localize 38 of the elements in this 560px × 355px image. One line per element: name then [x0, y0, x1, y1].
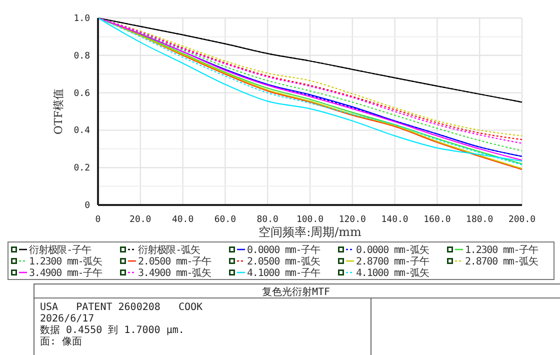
legend-label: 2.0500 mm-子午: [138, 256, 212, 268]
x-tick-label: 40.0: [172, 215, 194, 225]
y-tick-label: 0.6: [74, 88, 90, 99]
x-tick-label: 200.0: [508, 215, 536, 225]
y-tick-label: 0: [84, 201, 90, 211]
y-tick-label: 0.2: [74, 164, 90, 174]
x-tick-label: 0: [95, 215, 101, 225]
legend-label: 3.4900 mm-子午: [29, 267, 103, 279]
x-tick-label: 120.0: [338, 215, 366, 225]
x-tick-label: 100.0: [296, 215, 324, 225]
legend-label: 衍射极限-弧矢: [138, 244, 200, 256]
legend-label: 0.0000 mm-弧矢: [356, 244, 430, 256]
x-tick-label: 160.0: [424, 215, 451, 225]
y-tick-label: 1.0: [74, 14, 90, 24]
x-tick-label: 140.0: [381, 215, 408, 225]
text: USA PATENT 2600208 COOK: [40, 302, 203, 313]
legend-label: 2.8700 mm-弧矢: [465, 256, 539, 268]
x-tick-label: 180.0: [466, 215, 494, 225]
legend-label: 0.0000 mm-子午: [247, 244, 321, 256]
legend-label: 1.2300 mm-子午: [465, 244, 539, 256]
legend-label: 4.1000 mm-弧矢: [356, 267, 430, 279]
legend-label: 2.8700 mm-子午: [356, 256, 430, 268]
x-tick-label: 80.0: [256, 215, 278, 225]
text: 2026/6/17: [40, 314, 94, 324]
y-tick-label: 0.4: [74, 126, 90, 136]
legend-label: 衍射极限-子午: [29, 244, 92, 256]
x-tick-label: 20.0: [130, 215, 152, 225]
legend-label: 3.4900 mm-弧矢: [138, 267, 212, 279]
legend-label: 4.1000 mm-子午: [247, 267, 321, 279]
x-axis-title: 空间频率:周期/mm: [258, 225, 362, 239]
legend-label: 1.2300 mm-弧矢: [29, 256, 103, 268]
x-tick-label: 60.0: [214, 215, 236, 225]
legend-label: 2.0500 mm-弧矢: [247, 256, 321, 268]
text: 数据 0.4550 到 1.7000 μm.: [40, 324, 184, 336]
y-axis-title: OTF模值: [52, 88, 65, 134]
y-tick-label: 0.8: [74, 51, 90, 62]
text: 面: 像面: [40, 336, 82, 348]
text: 复色光衍射MTF: [262, 286, 330, 298]
